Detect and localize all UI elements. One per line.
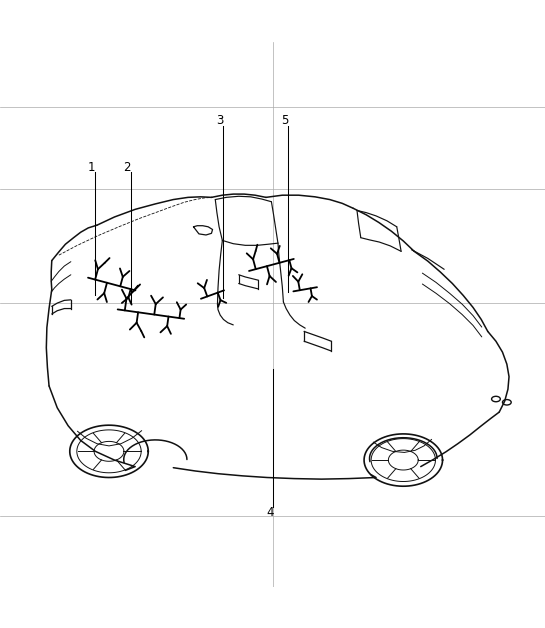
Text: 4: 4 bbox=[267, 506, 274, 519]
Text: 3: 3 bbox=[216, 114, 223, 127]
Text: 5: 5 bbox=[281, 114, 288, 127]
Text: 1: 1 bbox=[88, 161, 95, 175]
Text: 2: 2 bbox=[123, 161, 131, 175]
